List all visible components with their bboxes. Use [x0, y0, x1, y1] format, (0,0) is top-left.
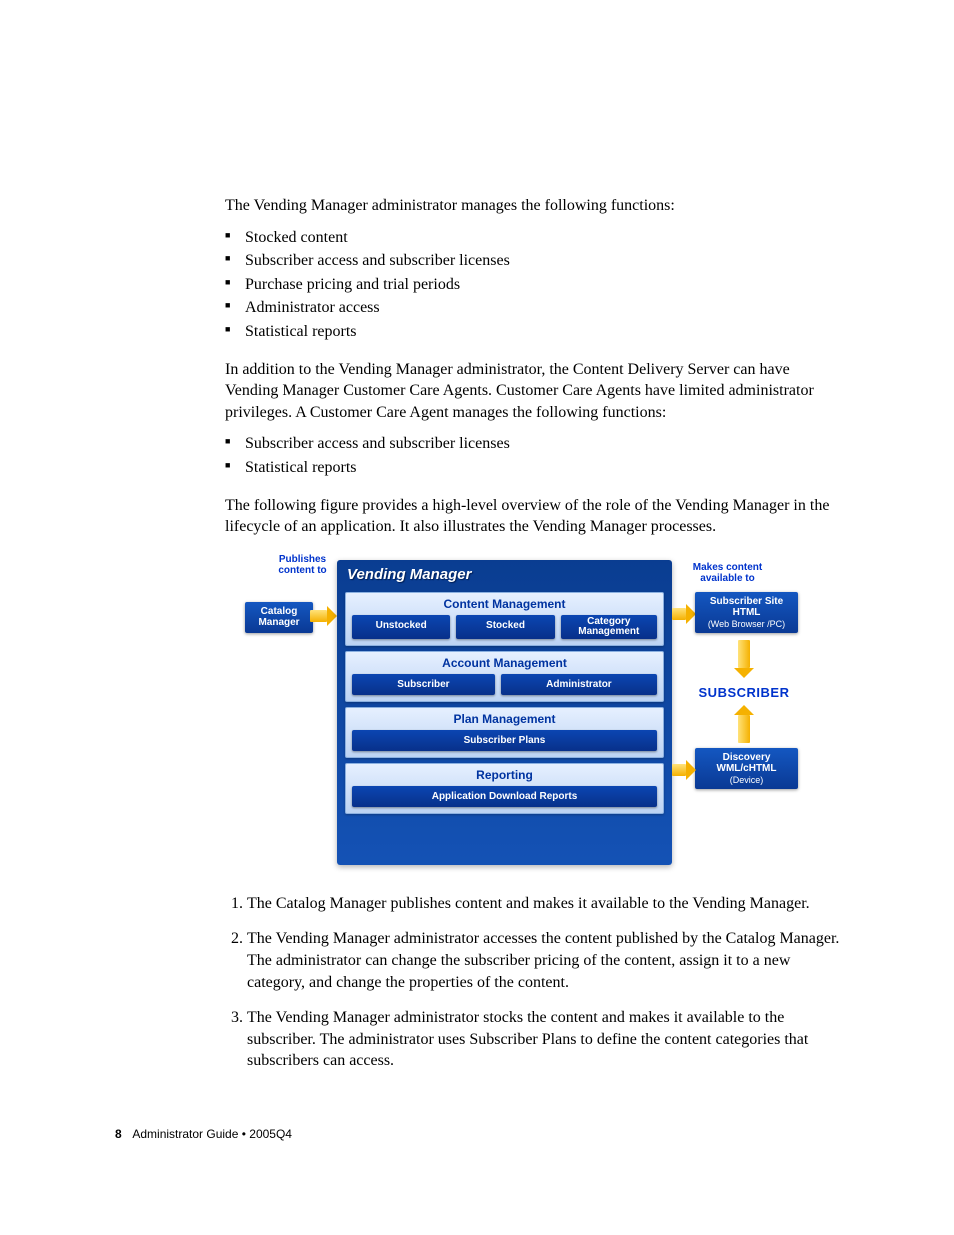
list-item: Statistical reports	[225, 321, 844, 343]
subscriber-site-l1: Subscriber Site	[700, 596, 793, 608]
subscriber-site-l3: (Web Browser /PC)	[700, 619, 793, 629]
discovery-box: Discovery WML/cHTML (Device)	[695, 748, 798, 789]
arrow-site-to-subscriber	[738, 640, 750, 668]
step-item: The Vending Manager administrator access…	[247, 928, 844, 993]
section-account: Account Management Subscriber Administra…	[345, 651, 664, 702]
section-title: Reporting	[352, 768, 657, 782]
para-cca: In addition to the Vending Manager admin…	[225, 359, 844, 424]
list-cca-functions: Subscriber access and subscriber license…	[225, 433, 844, 478]
chip-subscriber: Subscriber	[352, 674, 495, 695]
makes-label: Makes content available to	[685, 562, 770, 584]
section-plan: Plan Management Subscriber Plans	[345, 707, 664, 758]
vm-panel: Vending Manager Content Management Unsto…	[337, 560, 672, 865]
section-title: Account Management	[352, 656, 657, 670]
para-figure-intro: The following figure provides a high-lev…	[225, 495, 844, 538]
page: The Vending Manager administrator manage…	[0, 0, 954, 1235]
list-admin-functions: Stocked content Subscriber access and su…	[225, 227, 844, 343]
list-item: Subscriber access and subscriber license…	[225, 433, 844, 455]
diagram: Publishes content to Makes content avail…	[245, 550, 805, 875]
intro-para: The Vending Manager administrator manage…	[225, 195, 844, 217]
subscriber-label: SUBSCRIBER	[695, 685, 793, 700]
subscriber-site-l2: HTML	[700, 607, 793, 619]
catalog-manager-box: Catalog Manager	[245, 602, 313, 633]
arrow-vm-to-discovery	[672, 764, 686, 776]
arrow-vm-to-site	[672, 608, 686, 620]
vm-title: Vending Manager	[337, 560, 672, 587]
numbered-steps: The Catalog Manager publishes content an…	[225, 893, 844, 1072]
discovery-l1: Discovery	[700, 752, 793, 764]
list-item: Administrator access	[225, 297, 844, 319]
chip-category-mgmt: Category Management	[561, 615, 657, 639]
page-number: 8	[115, 1127, 122, 1141]
footer-text: Administrator Guide • 2005Q4	[132, 1127, 292, 1141]
page-footer: 8 Administrator Guide • 2005Q4	[115, 1127, 292, 1141]
figure-vending-manager: Publishes content to Makes content avail…	[245, 550, 844, 875]
discovery-l2: WML/cHTML	[700, 763, 793, 775]
list-item: Stocked content	[225, 227, 844, 249]
section-report: Reporting Application Download Reports	[345, 763, 664, 814]
chip-subscriber-plans: Subscriber Plans	[352, 730, 657, 751]
section-content: Content Management Unstocked Stocked Cat…	[345, 592, 664, 646]
arrow-catalog-to-vm	[310, 610, 327, 622]
list-item: Subscriber access and subscriber license…	[225, 250, 844, 272]
chip-app-download-reports: Application Download Reports	[352, 786, 657, 807]
chip-stocked: Stocked	[456, 615, 554, 639]
subscriber-site-box: Subscriber Site HTML (Web Browser /PC)	[695, 592, 798, 633]
publishes-label: Publishes content to	[275, 554, 330, 576]
step-item: The Catalog Manager publishes content an…	[247, 893, 844, 915]
chip-unstocked: Unstocked	[352, 615, 450, 639]
arrow-discovery-to-subscriber	[738, 715, 750, 743]
list-item: Statistical reports	[225, 457, 844, 479]
discovery-l3: (Device)	[700, 775, 793, 785]
chip-administrator: Administrator	[501, 674, 657, 695]
step-item: The Vending Manager administrator stocks…	[247, 1007, 844, 1072]
section-title: Content Management	[352, 597, 657, 611]
list-item: Purchase pricing and trial periods	[225, 274, 844, 296]
section-title: Plan Management	[352, 712, 657, 726]
